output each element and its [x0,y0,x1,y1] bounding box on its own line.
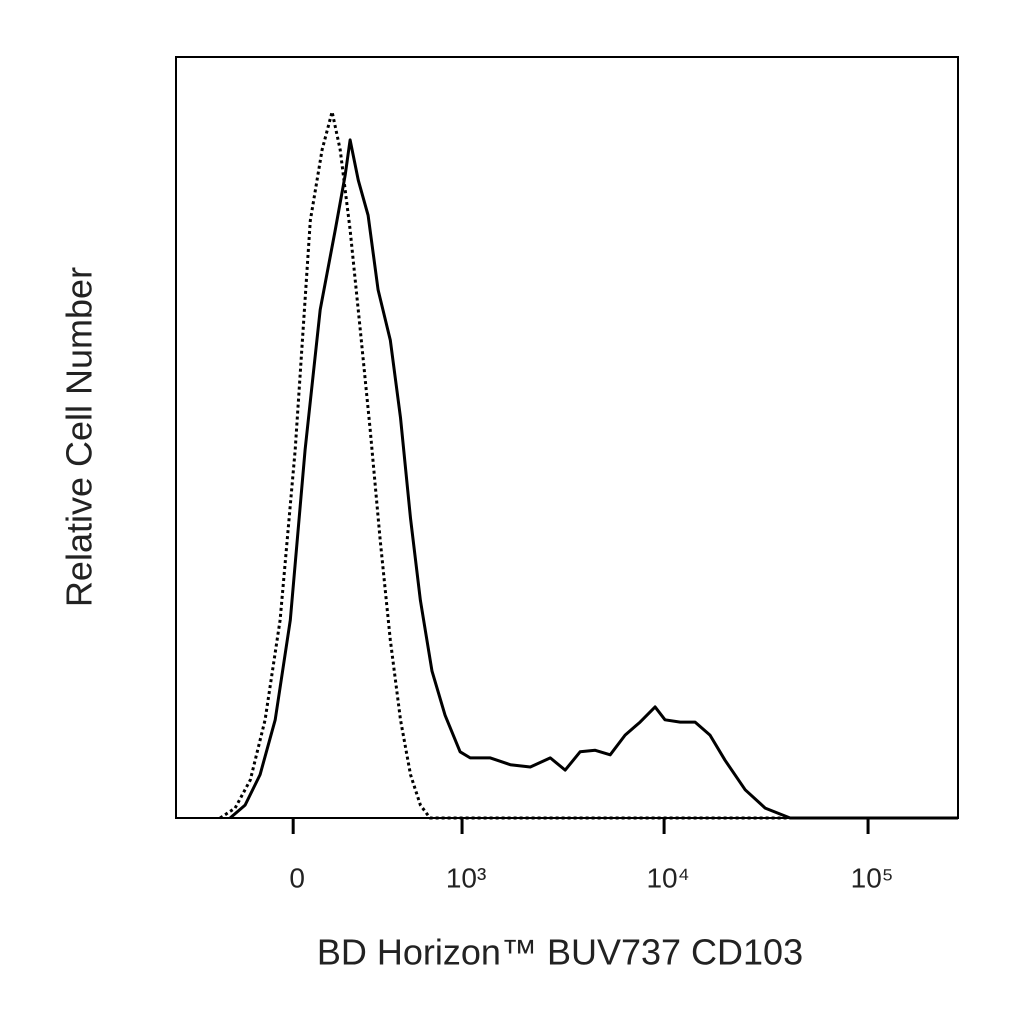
x-tick-label: 10⁵ [851,862,894,893]
series-line [219,110,958,820]
x-tick-label: 10⁴ [646,862,689,893]
y-axis-label: Relative Cell Number [59,267,100,607]
x-axis-label: BD Horizon™ BUV737 CD103 [317,932,803,973]
plot-frame [175,56,959,819]
x-tick-label: 0 [289,862,305,893]
x-tick-label: 10³ [446,862,486,893]
series-line [229,138,958,820]
